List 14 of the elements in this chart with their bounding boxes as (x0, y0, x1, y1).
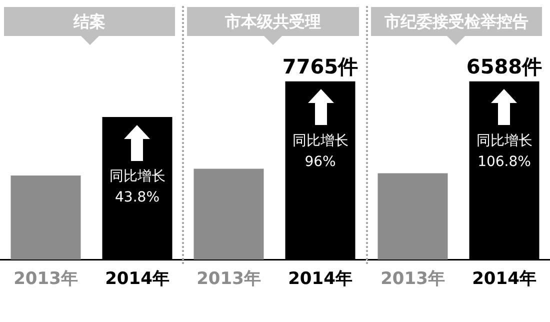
annotation: 同比增长 43.8% (109, 168, 166, 206)
x-tick-label: 2014年 (472, 269, 536, 290)
x-tick-label: 2014年 (288, 269, 353, 290)
x-tick-label: 2014年 (105, 269, 170, 290)
data-label: 6588件 (466, 54, 542, 79)
chart-title: 市本级共受理 (187, 7, 359, 36)
chart-title: 结案 (4, 7, 176, 36)
data-label: 7765件 (282, 54, 358, 79)
x-tick-label: 2013年 (14, 269, 78, 290)
chart-title: 市纪委接受检举控告 (370, 7, 542, 36)
annotation: 同比增长 106.8% (476, 133, 532, 170)
annotation: 同比增长 96% (292, 133, 349, 170)
x-tick-label: 2013年 (196, 269, 262, 290)
x-tick-label: 2013年 (380, 269, 445, 290)
